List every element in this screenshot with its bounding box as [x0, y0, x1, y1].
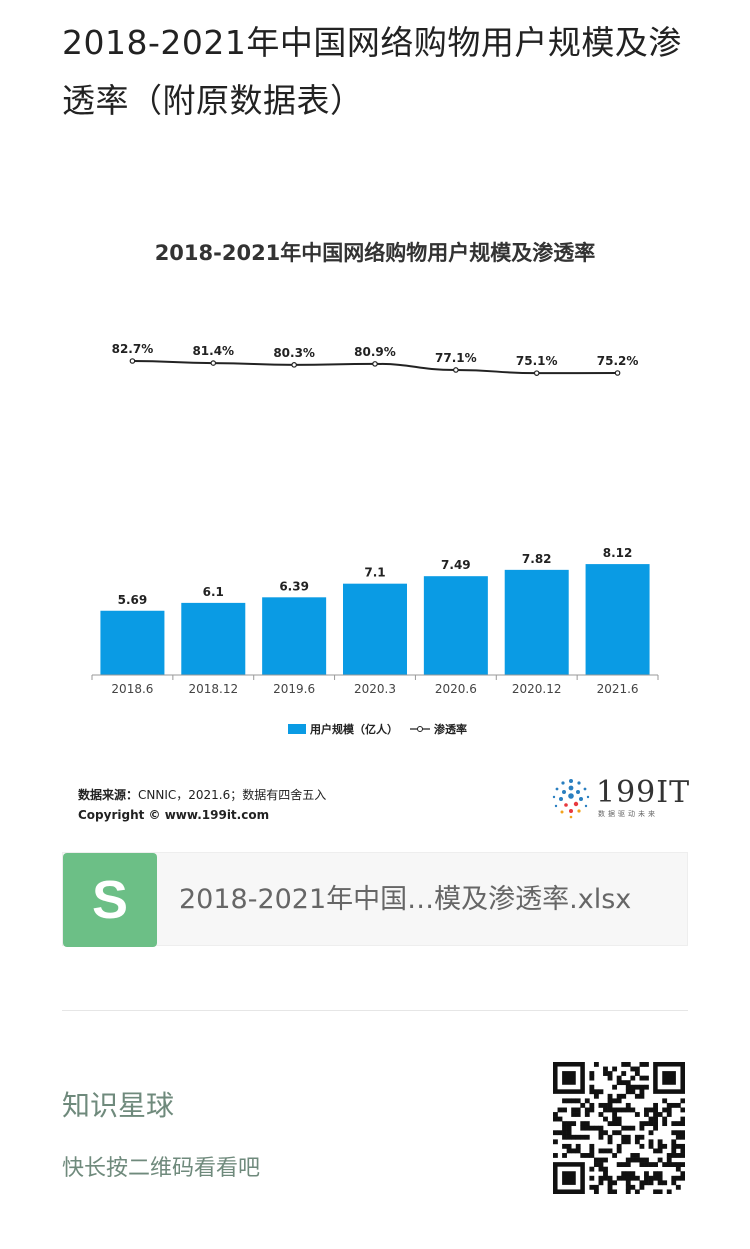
bar-value-label: 6.1 — [203, 585, 224, 599]
rate-point — [453, 367, 459, 373]
rate-label: 80.9% — [354, 345, 396, 359]
user-bar — [262, 597, 327, 675]
rate-point — [291, 362, 297, 368]
legend-bar-swatch — [288, 724, 306, 734]
bar-value-label: 7.1 — [364, 566, 385, 580]
copyright-text: Copyright © www.199it.com — [78, 808, 270, 822]
rate-point — [372, 361, 378, 367]
legend-line-label: 渗透率 — [434, 722, 467, 736]
user-bar — [423, 576, 488, 675]
footer-title: 知识星球 — [62, 1089, 175, 1122]
source-label: 数据来源： — [78, 788, 139, 802]
x-tick-label: 2021.6 — [597, 682, 639, 696]
spreadsheet-s-icon: S — [63, 853, 157, 947]
bar-value-label: 7.82 — [522, 552, 552, 566]
chart-container: 2018-2021年中国网络购物用户规模及渗透率 82.7% 81.4% 80.3%… — [62, 225, 689, 840]
rate-label: 81.4% — [192, 344, 234, 358]
rate-label: 82.7% — [112, 342, 154, 356]
article-title: 2018-2021年中国网络购物用户规模及渗透率（附原数据表） — [62, 23, 682, 120]
user-bar — [181, 602, 246, 675]
qr-code-icon[interactable] — [553, 1062, 686, 1195]
rate-label: 80.3% — [273, 346, 315, 360]
x-tick-label: 2019.6 — [273, 682, 315, 696]
legend-line-marker — [417, 726, 423, 732]
attachment-filename[interactable]: 2018-2021年中国…模及渗透率.xlsx — [179, 884, 632, 915]
chart-svg: 2018-2021年中国网络购物用户规模及渗透率 82.7% 81.4% 80.3%… — [91, 241, 659, 736]
source-text: CNNIC，2021.6；数据有四舍五入 — [138, 788, 327, 802]
x-tick-label: 2020.12 — [512, 682, 562, 696]
x-tick-label: 2018.6 — [111, 682, 153, 696]
attachment-card[interactable]: S 2018-2021年中国…模及渗透率.xlsx — [62, 852, 688, 947]
rate-label: 77.1% — [435, 351, 477, 365]
rate-point — [210, 360, 217, 366]
bar-value-label: 5.69 — [118, 593, 148, 607]
x-tick-label: 2018.12 — [188, 682, 238, 696]
user-bar — [585, 564, 650, 675]
logo-199it: 199IT 数据驱动未来 — [548, 773, 689, 823]
rate-label: 75.2% — [597, 354, 639, 368]
x-tick-label: 2020.6 — [435, 682, 477, 696]
rate-label: 75.1% — [516, 354, 558, 368]
bar-value-label: 7.49 — [441, 558, 471, 572]
rate-point — [129, 358, 136, 364]
user-bar — [343, 583, 407, 675]
rate-point — [533, 370, 540, 376]
user-bar — [100, 610, 165, 675]
x-tick-label: 2020.3 — [354, 682, 396, 696]
bar-value-label: 6.39 — [279, 579, 309, 593]
logo-name: 199IT — [596, 775, 691, 810]
rate-point — [614, 370, 621, 376]
divider — [62, 1010, 688, 1011]
source-block: 数据来源：CNNIC，2021.6；数据有四舍五入 Copyright © ww… — [78, 785, 326, 825]
footer-subtitle: 快长按二维码看看吧 — [62, 1156, 261, 1181]
user-bar — [504, 569, 569, 675]
logo-tagline: 数据驱动未来 — [598, 810, 658, 818]
bar-value-label: 8.12 — [603, 546, 633, 560]
legend-bar-label: 用户规模（亿人） — [310, 722, 398, 736]
dot-sphere-logo-icon — [552, 779, 590, 819]
chart-title: 2018-2021年中国网络购物用户规模及渗透率 — [155, 241, 596, 265]
